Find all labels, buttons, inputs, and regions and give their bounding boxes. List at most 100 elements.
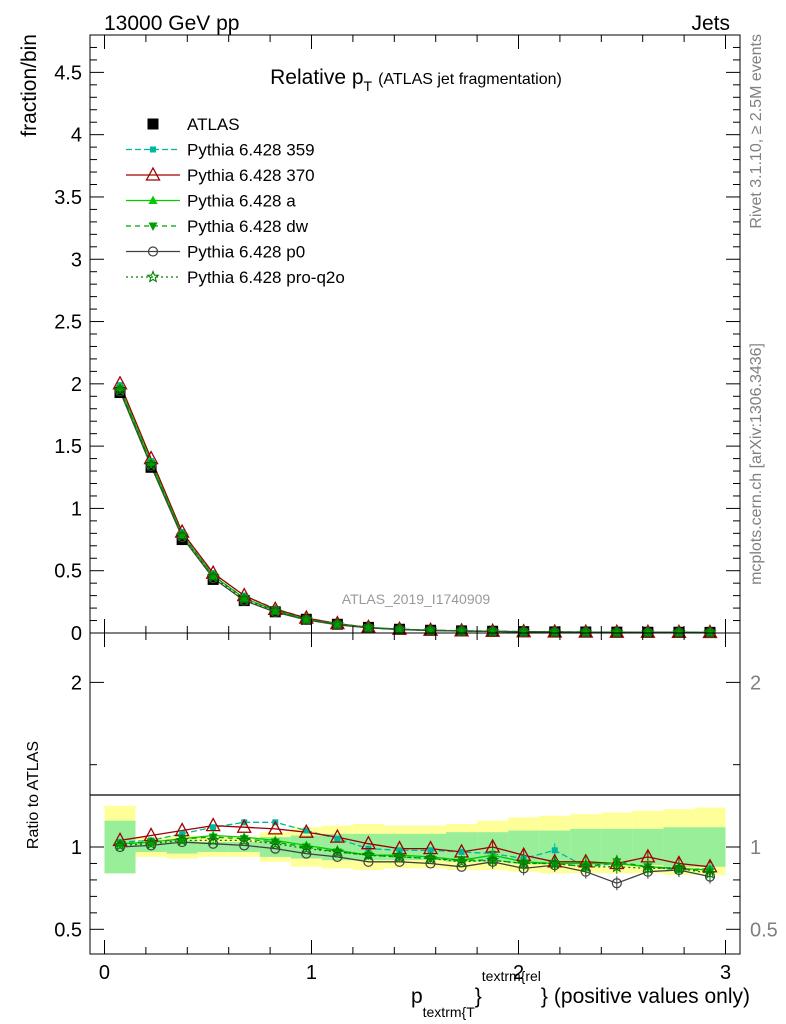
ratio-point-0 — [334, 835, 341, 842]
y-tick-label: 3.5 — [54, 187, 82, 209]
ratio-point-4 — [114, 841, 126, 853]
ratio-point-0 — [210, 824, 217, 831]
x-axis-label-brace2: } — [541, 985, 548, 1008]
chart-title-extra: (ATLAS jet fragmentation) — [378, 71, 562, 88]
y-tick-label: 4.5 — [54, 62, 82, 84]
ratio-point-5 — [703, 866, 717, 879]
ratio-point-0 — [241, 819, 248, 826]
ratio-point-5 — [454, 854, 469, 868]
series-point-4 — [208, 573, 219, 584]
ratio-point-3 — [115, 840, 125, 849]
legend-label: Pythia 6.428 pro-q2o — [187, 268, 345, 287]
series-point-5 — [610, 625, 624, 638]
y-tick-label: 1.5 — [54, 436, 82, 458]
series-point-4 — [177, 531, 188, 543]
ratio-point-5 — [423, 851, 438, 865]
ratio-point-0 — [551, 847, 558, 854]
ratio-point-4 — [332, 851, 343, 862]
series-point-5 — [299, 612, 313, 626]
ratio-y-tick-label-right: 0.5 — [750, 919, 778, 941]
ratio-point-4 — [208, 838, 219, 849]
legend-marker — [147, 118, 159, 130]
series-point-4 — [145, 460, 157, 472]
main-panel: 0 0.5 1 1.5 2 2.5 3 3.5 4 4.5 Relative pT (ATLAS j… — [18, 34, 741, 645]
series-point-5 — [330, 617, 345, 631]
ratio-point-1 — [329, 828, 345, 843]
series-point-5 — [641, 625, 655, 638]
series-point-5 — [361, 620, 376, 634]
chart-title-sub: T — [364, 78, 373, 94]
series-point-4 — [114, 386, 126, 397]
y-tick-label: 2.5 — [54, 312, 82, 334]
ratio-point-5 — [144, 836, 158, 850]
ratio-y-tick-label: 0.5 — [54, 919, 82, 941]
ratio-plot-frame — [89, 632, 741, 955]
ratio-point-5 — [113, 838, 127, 852]
ratio-point-4 — [456, 861, 467, 872]
ratio-y-axis-label: Ratio to ATLAS — [25, 741, 42, 849]
ratio-point-3 — [146, 838, 156, 848]
series-point-5 — [392, 622, 407, 636]
ratio-point-4 — [239, 840, 250, 851]
ratio-point-5 — [237, 833, 251, 847]
ratio-y-tick-label: 1 — [71, 837, 82, 859]
ratio-point-4 — [270, 843, 281, 854]
ratio-point-5 — [641, 861, 655, 875]
ratio-point-0 — [303, 827, 310, 834]
x-axis-label: ptextrm{T}textrm{rel} (positive values on… — [411, 968, 750, 1020]
ratio-point-5 — [392, 849, 407, 863]
series-point-5 — [206, 569, 220, 583]
series-point-4 — [270, 606, 281, 618]
ratio-point-3 — [301, 843, 311, 852]
x-tick-label: 3 — [720, 962, 731, 984]
x-axis-label-sup: textrm{rel — [482, 968, 541, 984]
ratio-y-tick-label-right: 2 — [750, 672, 761, 694]
ratio-y-tick-label: 2 — [71, 672, 82, 694]
legend-marker — [148, 195, 158, 204]
legend-marker — [146, 270, 160, 283]
x-axis-label-p: p — [411, 985, 423, 1008]
x-axis-label-rest: (positive values only) — [554, 985, 750, 1008]
ratio-point-4 — [145, 840, 157, 851]
rivet-label: Rivet 3.1.10, ≥ 2.5M events — [748, 34, 765, 229]
series-point-5 — [144, 457, 158, 471]
x-tick-label: 1 — [306, 962, 317, 984]
ratio-point-5 — [517, 856, 531, 870]
ratio-point-3 — [208, 833, 218, 843]
ratio-point-4 — [177, 836, 188, 848]
ratio-point-3 — [270, 838, 280, 848]
legend: ATLAS Pythia 6.428 359 Pythia 6.428 370 Pyt… — [126, 115, 345, 287]
ratio-line-4 — [119, 841, 711, 884]
ratio-line-2 — [119, 834, 711, 871]
ratio-point-4 — [611, 878, 622, 889]
ratio-point-1 — [267, 820, 283, 835]
legend-marker — [147, 246, 159, 257]
chart-title: Relative pT (ATLAS jet fragmentation) — [270, 66, 562, 94]
y-tick-label: 1 — [71, 498, 82, 520]
legend-marker — [145, 166, 161, 181]
series-point-5 — [113, 383, 127, 396]
series-point-5 — [175, 528, 189, 542]
ratio-line-5 — [119, 839, 711, 874]
legend-marker — [150, 146, 156, 153]
y-axis-label: fraction/bin — [18, 34, 41, 137]
series-point-5 — [579, 625, 593, 638]
ratio-point-5 — [206, 833, 220, 847]
legend-label: Pythia 6.428 370 — [187, 166, 315, 185]
ratio-point-4 — [301, 848, 312, 859]
ratio-y-tick-label-right: 1 — [750, 837, 761, 859]
series-point-5 — [268, 604, 282, 617]
series-point-5 — [517, 624, 531, 638]
series-point-5 — [485, 624, 500, 638]
ratio-point-5 — [330, 844, 345, 858]
ratio-point-5 — [485, 853, 500, 866]
series-point-5 — [672, 625, 686, 639]
header-left: 13000 GeV pp — [104, 12, 239, 35]
series-point-4 — [239, 595, 250, 606]
x-axis-label-brace1: } — [475, 985, 482, 1008]
ratio-point-5 — [610, 859, 624, 873]
ratio-point-5 — [268, 836, 282, 850]
ratio-point-5 — [579, 859, 593, 873]
header-right: Jets — [691, 12, 730, 35]
